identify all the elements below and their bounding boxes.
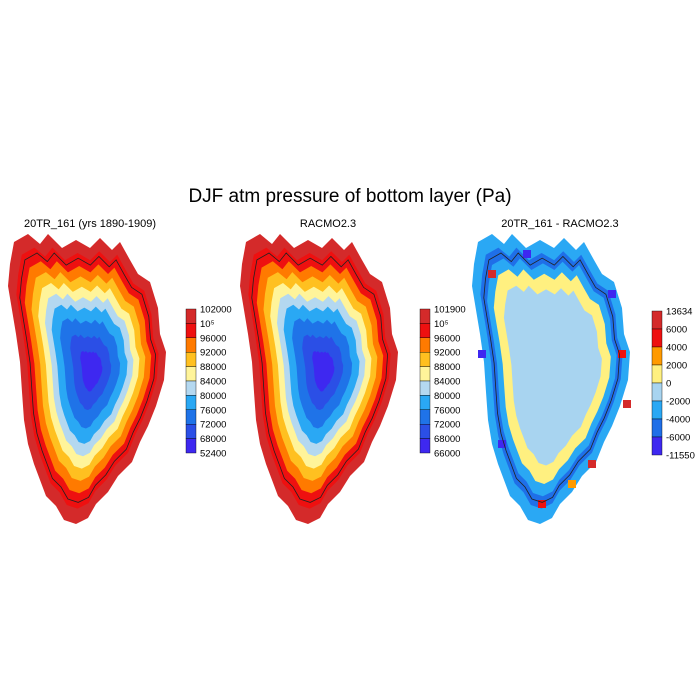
colorbar-swatch bbox=[419, 395, 431, 410]
colorbar-swatch bbox=[651, 418, 663, 438]
colorbar-swatch bbox=[651, 310, 663, 330]
colorbar-swatch bbox=[185, 424, 197, 439]
colorbar-tick-label: 4000 bbox=[666, 343, 687, 354]
coastline bbox=[19, 252, 157, 503]
colorbar-tick-label: 72000 bbox=[200, 420, 226, 431]
colorbar-tick-label: 92000 bbox=[200, 348, 226, 359]
colorbar-1: 101900 10⁵ 96000 92000 88000 84000 80000 76000 7… bbox=[419, 305, 466, 460]
colorbar-tick-label: 76000 bbox=[434, 405, 460, 416]
colorbar-swatch bbox=[185, 380, 197, 396]
figure-title: DJF atm pressure of bottom layer (Pa) bbox=[188, 186, 512, 207]
colorbar-tick-label: 2000 bbox=[666, 361, 687, 372]
map-panel-1 bbox=[240, 234, 398, 524]
map-band bbox=[312, 351, 335, 392]
colorbar-tick-label: 66000 bbox=[434, 449, 460, 460]
anomaly-cell bbox=[538, 500, 546, 508]
colorbar-tick-label: 10⁵ bbox=[200, 319, 215, 330]
colorbar-swatch bbox=[651, 382, 663, 402]
colorbar-tick-label: 76000 bbox=[200, 405, 226, 416]
anomaly-cell bbox=[478, 350, 486, 358]
colorbar-tick-label: 10⁵ bbox=[434, 319, 449, 330]
map-panel-0 bbox=[8, 234, 166, 524]
colorbar-tick-label: 102000 bbox=[200, 305, 232, 316]
panel-title-difference: 20TR_161 - RACMO2.3 bbox=[501, 218, 619, 230]
map-band bbox=[503, 285, 602, 466]
colorbar-swatch bbox=[185, 409, 197, 425]
colorbar-tick-label: 6000 bbox=[666, 325, 687, 336]
colorbar-tick-label: 96000 bbox=[200, 333, 226, 344]
colorbar-tick-label: 68000 bbox=[434, 434, 460, 445]
colorbar-swatch bbox=[419, 337, 431, 353]
colorbar-0: 102000 10⁵ 96000 92000 88000 84000 80000 76000 7… bbox=[185, 305, 232, 460]
colorbar-swatch bbox=[185, 352, 197, 367]
colorbar-swatch bbox=[185, 323, 197, 338]
colorbar-swatch bbox=[651, 346, 663, 366]
colorbar-swatch bbox=[651, 328, 663, 348]
map-band bbox=[80, 351, 103, 392]
colorbar-tick-label: 92000 bbox=[434, 348, 460, 359]
colorbar-swatch bbox=[419, 409, 431, 425]
colorbar-tick-label: 84000 bbox=[434, 377, 460, 388]
colorbar-tick-label: -4000 bbox=[666, 415, 690, 426]
colorbar-tick-label: -11550 bbox=[666, 451, 695, 462]
colorbar-tick-label: 68000 bbox=[200, 434, 226, 445]
anomaly-cell bbox=[618, 350, 626, 358]
colorbar-swatch bbox=[651, 364, 663, 384]
colorbar-tick-label: 72000 bbox=[434, 420, 460, 431]
colorbar-tick-label: 88000 bbox=[434, 362, 460, 373]
colorbar-swatch bbox=[651, 436, 663, 456]
colorbar-swatch bbox=[419, 380, 431, 396]
colorbar-swatch bbox=[651, 400, 663, 420]
colorbar-swatch bbox=[419, 366, 431, 382]
anomaly-cell bbox=[568, 480, 576, 488]
colorbar-tick-label: 0 bbox=[666, 379, 671, 390]
anomaly-cell bbox=[523, 250, 531, 258]
anomaly-cell bbox=[608, 290, 616, 298]
colorbar-swatch bbox=[419, 352, 431, 367]
panel-title-racmo: RACMO2.3 bbox=[299, 218, 357, 230]
colorbar-tick-label: -2000 bbox=[666, 397, 690, 408]
colorbar-swatch bbox=[419, 323, 431, 338]
colorbar-swatch bbox=[185, 337, 197, 353]
anomaly-cell bbox=[623, 400, 631, 408]
colorbar-tick-label: 84000 bbox=[200, 377, 226, 388]
panel-title-model: 20TR_161 (yrs 1890-1909) bbox=[23, 218, 157, 230]
colorbar-tick-label: 80000 bbox=[434, 391, 460, 402]
colorbar-swatch bbox=[419, 308, 431, 324]
colorbar-2: 13634 6000 4000 2000 0 -2000 -4000 -6000 -11550 bbox=[651, 307, 695, 462]
colorbar-swatch bbox=[185, 366, 197, 382]
colorbar-swatch bbox=[419, 424, 431, 439]
colorbar-swatch bbox=[185, 395, 197, 410]
colorbar-swatch bbox=[185, 308, 197, 324]
coastline bbox=[251, 252, 389, 503]
colorbar-tick-label: 101900 bbox=[434, 305, 466, 316]
map-panel-2 bbox=[472, 234, 631, 524]
colorbar-tick-label: 80000 bbox=[200, 391, 226, 402]
anomaly-cell bbox=[488, 270, 496, 278]
colorbar-tick-label: -6000 bbox=[666, 433, 690, 444]
anomaly-cell bbox=[588, 460, 596, 468]
coastline bbox=[483, 252, 621, 503]
anomaly-cell bbox=[498, 440, 506, 448]
colorbar-swatch bbox=[419, 438, 431, 454]
colorbar-tick-label: 96000 bbox=[434, 333, 460, 344]
colorbar-tick-label: 13634 bbox=[666, 307, 692, 318]
colorbar-tick-label: 52400 bbox=[200, 449, 226, 460]
colorbar-tick-label: 88000 bbox=[200, 362, 226, 373]
colorbar-swatch bbox=[185, 438, 197, 454]
